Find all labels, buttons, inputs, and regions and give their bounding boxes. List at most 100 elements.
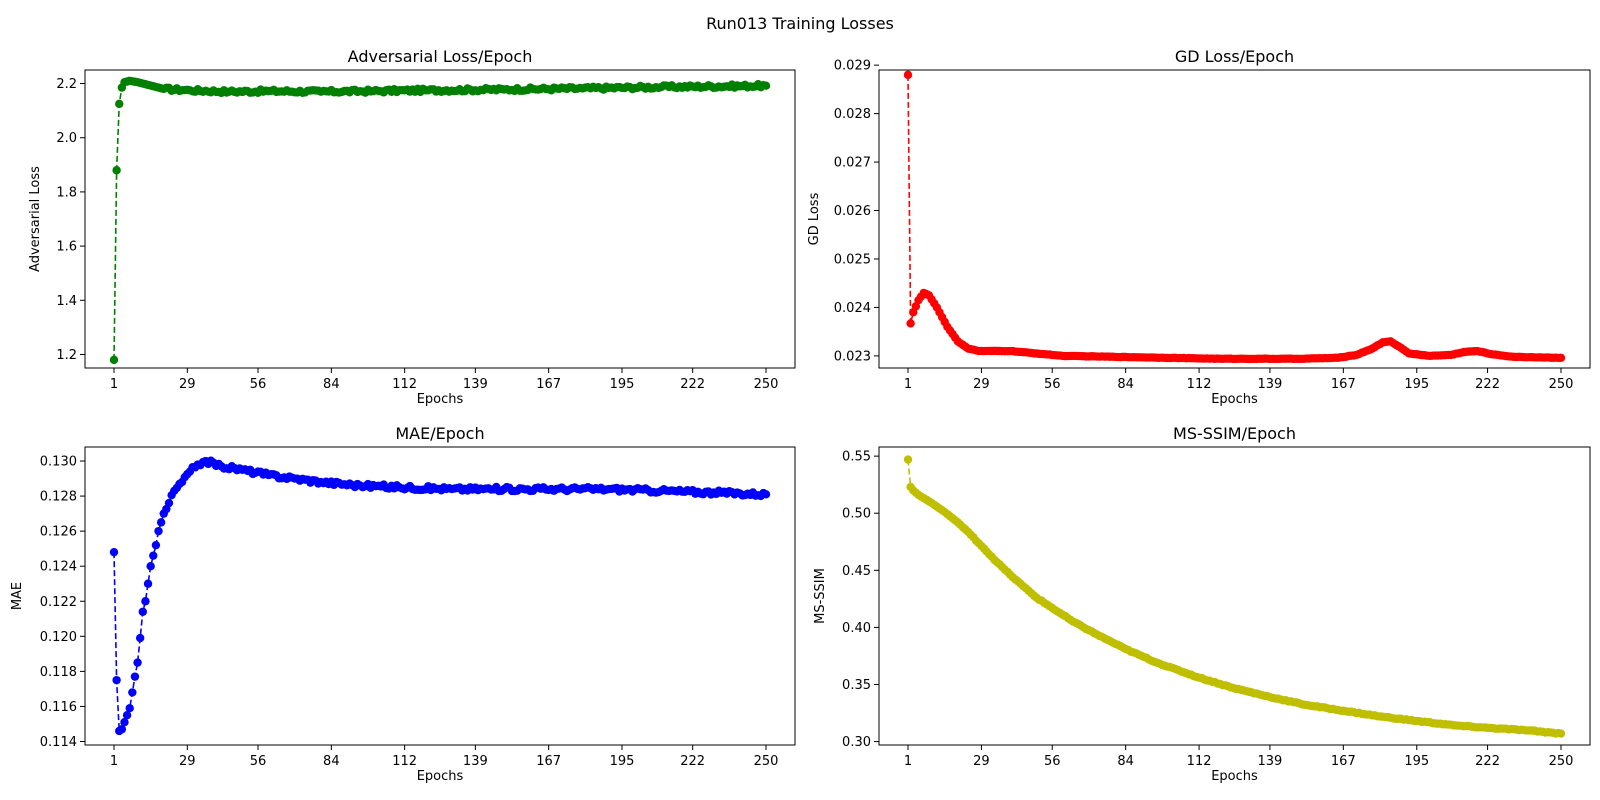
y-tick-label: 2.0 bbox=[56, 131, 77, 146]
data-point bbox=[112, 675, 121, 685]
subplot-title-msssim: MS-SSIM/Epoch bbox=[1173, 424, 1296, 443]
x-tick-label: 222 bbox=[680, 754, 705, 769]
data-point bbox=[115, 99, 124, 109]
x-tick-label: 56 bbox=[250, 754, 267, 769]
subplot-title-adv: Adversarial Loss/Epoch bbox=[348, 47, 533, 66]
data-point bbox=[761, 490, 771, 499]
axes-frame-adv bbox=[84, 69, 796, 369]
x-tick-label: 56 bbox=[250, 377, 267, 392]
x-tick-label: 112 bbox=[1187, 377, 1212, 392]
x-tick-label: 195 bbox=[610, 377, 635, 392]
data-point bbox=[1556, 353, 1566, 363]
y-axis-label-adv: Adversarial Loss bbox=[28, 166, 43, 272]
data-point bbox=[156, 518, 166, 527]
data-point bbox=[122, 711, 132, 720]
x-axis-label-adv: Epochs bbox=[417, 392, 464, 407]
subplot-title-mae: MAE/Epoch bbox=[395, 424, 484, 443]
x-tick-label: 29 bbox=[179, 754, 196, 769]
data-point bbox=[112, 166, 121, 175]
x-tick-label: 250 bbox=[1549, 754, 1574, 769]
data-point bbox=[164, 498, 174, 508]
data-point bbox=[120, 718, 129, 727]
data-point bbox=[125, 703, 134, 713]
x-tick-label: 112 bbox=[392, 377, 417, 392]
y-tick-label: 0.025 bbox=[834, 252, 871, 267]
y-tick-label: 0.128 bbox=[40, 490, 77, 505]
y-tick-label: 0.130 bbox=[40, 455, 77, 470]
y-tick-label: 0.027 bbox=[834, 156, 871, 171]
y-axis-label-mae: MAE bbox=[10, 582, 25, 610]
series-markers-mae bbox=[109, 456, 771, 736]
axes-frame-msssim bbox=[878, 446, 1591, 746]
y-tick-label: 0.40 bbox=[842, 621, 871, 636]
x-tick-label: 222 bbox=[1475, 754, 1500, 769]
y-tick-label: 1.2 bbox=[56, 348, 77, 363]
x-tick-label: 84 bbox=[1117, 377, 1134, 392]
y-tick-label: 0.45 bbox=[842, 564, 871, 579]
y-tick-label: 0.122 bbox=[40, 595, 77, 610]
x-tick-label: 167 bbox=[536, 377, 561, 392]
y-tick-label: 0.30 bbox=[842, 735, 871, 750]
y-tick-label: 0.120 bbox=[40, 630, 77, 645]
x-axis-label-msssim: Epochs bbox=[1211, 769, 1258, 784]
x-tick-label: 195 bbox=[1404, 377, 1429, 392]
data-point bbox=[154, 526, 163, 536]
y-tick-label: 0.114 bbox=[40, 735, 77, 750]
y-tick-label: 0.029 bbox=[834, 59, 871, 74]
x-tick-label: 195 bbox=[610, 754, 635, 769]
x-tick-label: 1 bbox=[904, 754, 912, 769]
y-tick-label: 1.8 bbox=[56, 185, 77, 200]
y-axis-label-gd: GD Loss bbox=[807, 192, 822, 245]
y-tick-label: 2.2 bbox=[56, 77, 77, 92]
subplot-msssim: 1 29 56 84 112 139 167 195 222 250 0.30 0.35 0.40 0.4… bbox=[813, 424, 1591, 784]
subplot-mae: 1 29 56 84 112 139 167 195 222 250 0.114 0.116 0.118… bbox=[10, 424, 796, 784]
x-tick-label: 84 bbox=[1117, 754, 1134, 769]
x-tick-label: 1 bbox=[110, 754, 118, 769]
x-tick-label: 112 bbox=[392, 754, 417, 769]
data-point bbox=[151, 540, 161, 550]
series-markers-adv bbox=[109, 76, 771, 365]
x-tick-label: 1 bbox=[110, 377, 118, 392]
x-tick-label: 29 bbox=[973, 754, 990, 769]
series-markers-msssim bbox=[903, 455, 1566, 738]
x-tick-label: 222 bbox=[680, 377, 705, 392]
y-tick-label: 0.024 bbox=[834, 301, 871, 316]
data-point bbox=[1556, 729, 1566, 738]
y-tick-label: 0.118 bbox=[40, 665, 77, 680]
x-tick-label: 29 bbox=[973, 377, 990, 392]
axes-frame-gd bbox=[878, 69, 1591, 369]
data-point bbox=[761, 81, 771, 90]
y-tick-label: 0.126 bbox=[40, 525, 77, 540]
x-tick-label: 250 bbox=[754, 377, 779, 392]
data-point bbox=[133, 658, 142, 667]
data-point bbox=[117, 725, 127, 734]
data-point bbox=[141, 597, 150, 606]
data-point bbox=[149, 551, 158, 560]
y-tick-label: 0.023 bbox=[834, 349, 871, 364]
data-point bbox=[130, 672, 140, 681]
axes-frame-mae bbox=[84, 446, 796, 746]
y-tick-label: 0.35 bbox=[842, 678, 871, 693]
data-point bbox=[109, 547, 119, 557]
data-point bbox=[109, 355, 119, 365]
x-tick-label: 250 bbox=[754, 754, 779, 769]
x-tick-label: 112 bbox=[1187, 754, 1212, 769]
subplot-title-gd: GD Loss/Epoch bbox=[1175, 47, 1294, 66]
y-tick-label: 0.026 bbox=[834, 204, 871, 219]
x-tick-label: 139 bbox=[463, 754, 488, 769]
y-tick-label: 1.4 bbox=[56, 294, 77, 309]
x-tick-label: 56 bbox=[1044, 377, 1061, 392]
data-point bbox=[143, 579, 153, 588]
y-tick-label: 1.6 bbox=[56, 240, 77, 255]
data-point bbox=[903, 70, 913, 80]
x-tick-label: 195 bbox=[1404, 754, 1429, 769]
x-tick-label: 139 bbox=[463, 377, 488, 392]
figure-suptitle: Run013 Training Losses bbox=[706, 14, 894, 33]
y-tick-label: 0.55 bbox=[842, 450, 871, 465]
series-markers-gd bbox=[903, 70, 1566, 364]
data-point bbox=[903, 455, 913, 464]
x-tick-label: 167 bbox=[1331, 377, 1356, 392]
y-tick-label: 0.124 bbox=[40, 560, 77, 575]
x-tick-label: 250 bbox=[1549, 377, 1574, 392]
